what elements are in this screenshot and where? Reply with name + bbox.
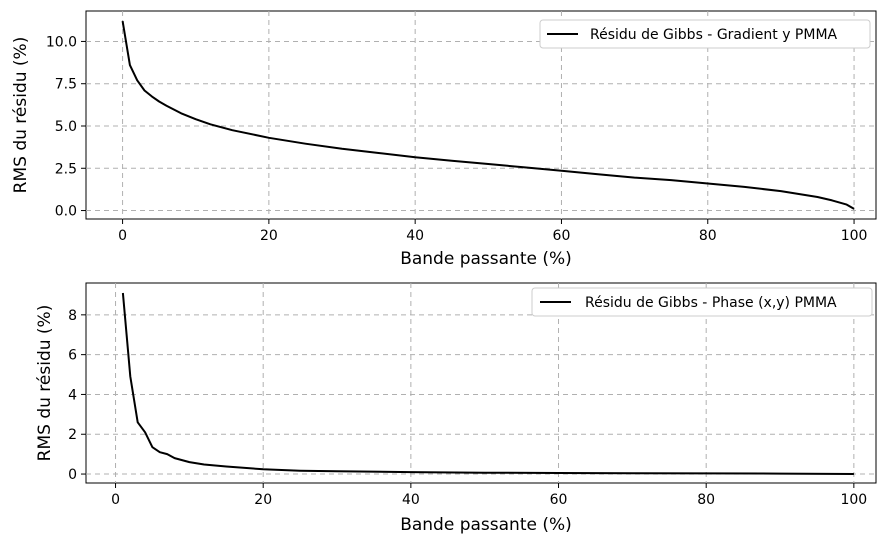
x-ticks-top: 0 20 40 60 80 100 [118,219,867,244]
legend-box-bottom [531,287,873,317]
y-tick-label: 10.0 [46,34,77,50]
y-ticks-top: 0.0 2.5 5.0 7.5 10.0 [46,34,86,220]
x-axis-label-bottom: Bande passante (%) [400,515,572,535]
y-ticks-bottom: 0 2 4 6 8 [68,308,86,483]
x-tick-label: 0 [118,228,127,244]
y-axis-label-top: RMS du résidu (%) [11,37,31,194]
subplot-bottom: 0 20 40 60 80 100 0 2 4 6 8 Bande passante (%) RM… [35,282,877,535]
x-tick-label: 0 [111,492,120,508]
series-line-gibbs-gradient [121,20,855,210]
x-axis-label-top: Bande passante (%) [400,249,572,269]
y-tick-label: 0.0 [55,204,77,220]
legend-label-gradient: Résidu de Gibbs - Gradient y PMMA [590,27,838,43]
x-tick-label: 100 [841,228,868,244]
y-tick-label: 4 [68,387,77,403]
x-tick-label: 100 [840,492,867,508]
axes-frame-top [85,10,877,220]
x-tick-label: 20 [260,228,278,244]
x-tick-label: 60 [553,228,571,244]
x-tick-label: 80 [697,492,715,508]
y-tick-label: 6 [68,348,77,364]
legend-bottom: Résidu de Gibbs - Phase (x,y) PMMA [531,287,873,317]
x-tick-label: 20 [254,492,272,508]
x-tick-label: 60 [550,492,568,508]
legend-top: Résidu de Gibbs - Gradient y PMMA [539,19,871,49]
x-tick-label: 40 [406,228,424,244]
y-tick-label: 8 [68,308,77,324]
legend-box-top [539,19,871,49]
series-line-gibbs-phase [121,292,854,475]
x-tick-label: 40 [402,492,420,508]
x-tick-label: 80 [699,228,717,244]
legend-label-phase: Résidu de Gibbs - Phase (x,y) PMMA [585,295,837,311]
subplot-top: 0 20 40 60 80 100 0.0 2.5 5.0 7.5 10.0 Bande pass… [11,10,877,269]
y-axis-label-bottom: RMS du résidu (%) [35,305,55,462]
y-tick-label: 2.5 [55,161,77,177]
y-tick-label: 7.5 [55,77,77,93]
x-ticks-bottom: 0 20 40 60 80 100 [111,483,867,508]
y-tick-label: 2 [68,427,77,443]
y-tick-label: 0 [68,467,77,483]
y-tick-label: 5.0 [55,119,77,135]
axes-frame-bottom [85,282,877,484]
